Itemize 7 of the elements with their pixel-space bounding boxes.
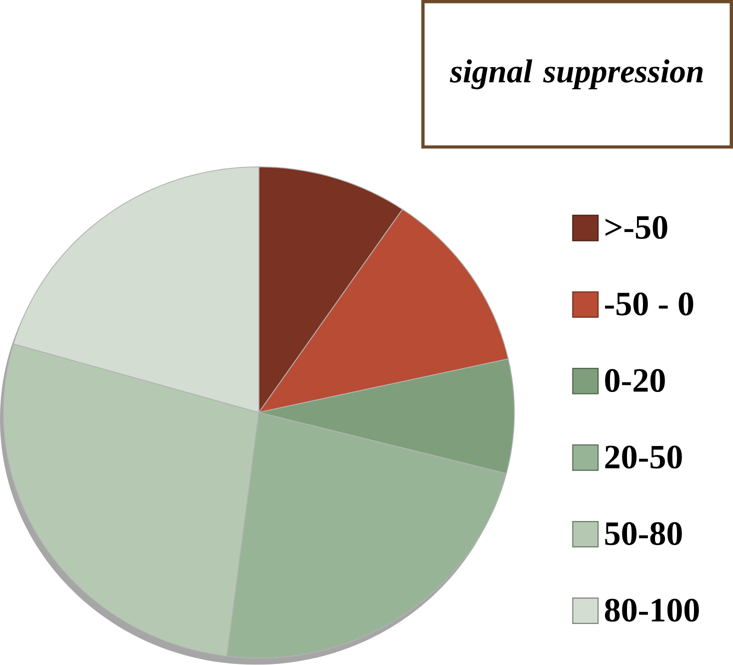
legend-label: >-50	[606, 216, 668, 240]
chart-title: signal suppression	[450, 60, 703, 90]
legend-label: 80-100	[604, 598, 699, 622]
legend-label: 50-80	[605, 522, 682, 546]
legend-label: -50 - 0	[605, 292, 694, 316]
legend-label: 0-20	[605, 369, 665, 392]
legend-label: 20-50	[605, 446, 682, 469]
